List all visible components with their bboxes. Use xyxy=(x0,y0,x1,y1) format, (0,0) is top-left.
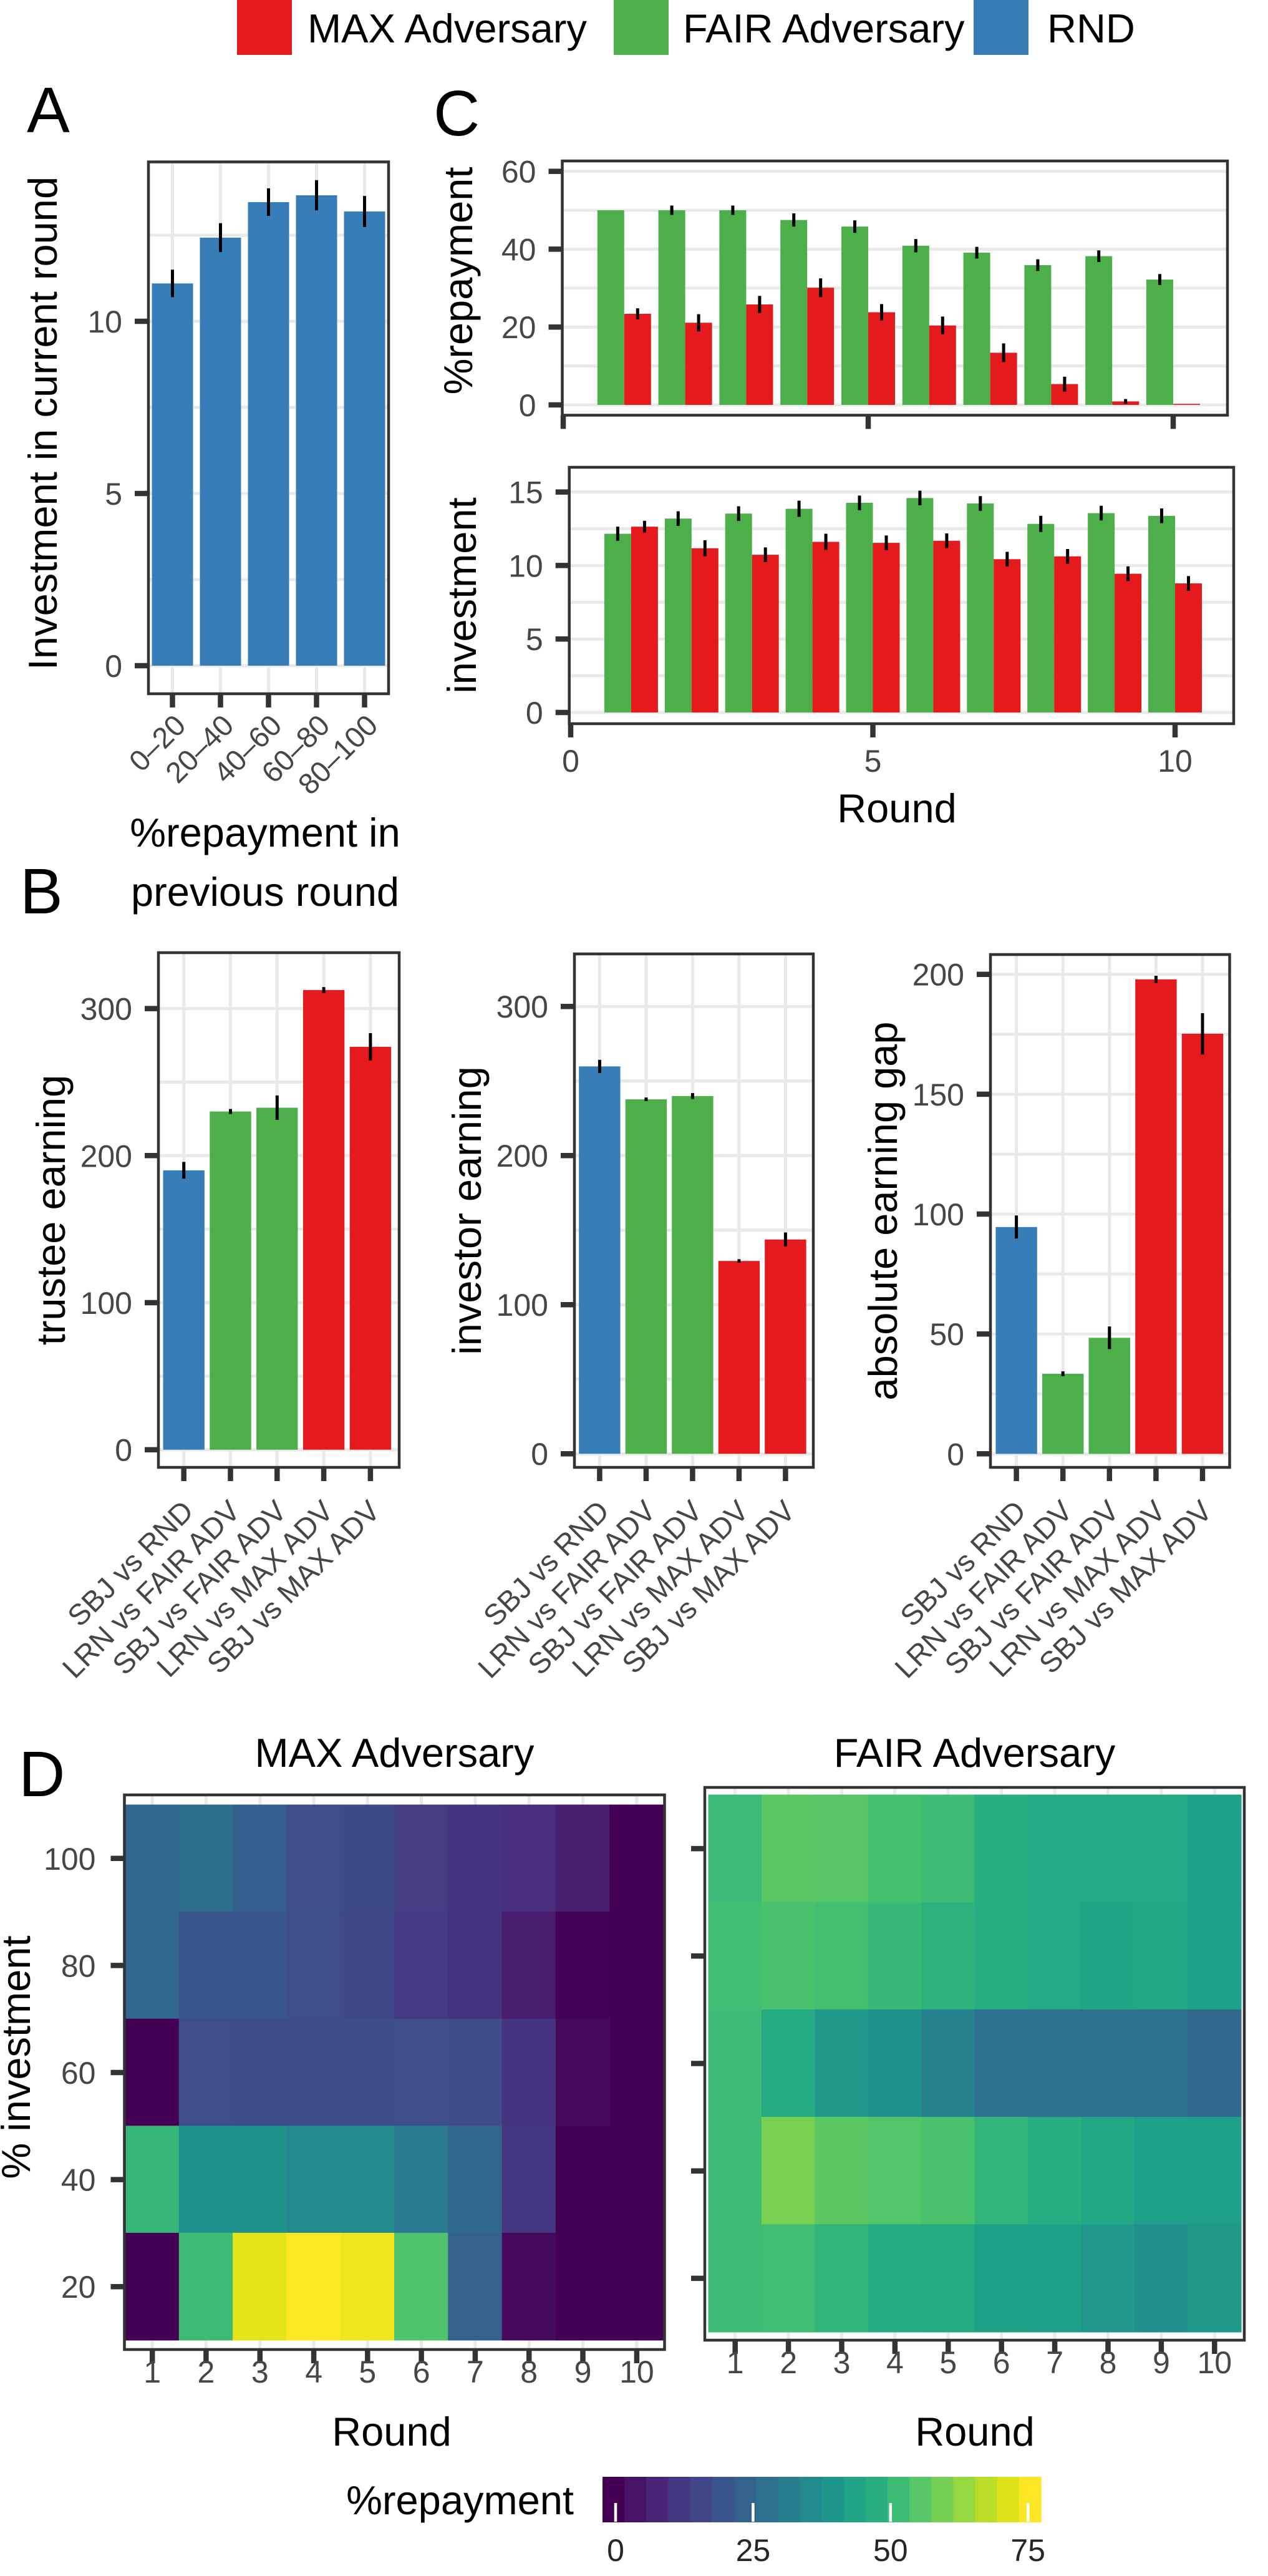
svg-text:%repayment: %repayment xyxy=(346,2477,574,2523)
svg-text:MAX Adversary: MAX Adversary xyxy=(255,1730,535,1776)
svg-text:trustee earning: trustee earning xyxy=(28,1075,74,1346)
svg-text:0: 0 xyxy=(519,388,536,423)
svg-text:4: 4 xyxy=(886,2345,904,2380)
svg-text:8: 8 xyxy=(520,2355,538,2389)
svg-text:10: 10 xyxy=(87,304,122,339)
svg-text:0: 0 xyxy=(607,2533,624,2568)
svg-text:4: 4 xyxy=(305,2355,322,2389)
svg-text:% investment: % investment xyxy=(0,1935,39,2179)
svg-text:B: B xyxy=(20,855,63,927)
svg-text:0: 0 xyxy=(105,649,122,684)
svg-text:100: 100 xyxy=(80,1286,132,1321)
svg-text:75: 75 xyxy=(1010,2533,1045,2568)
svg-text:0: 0 xyxy=(526,696,543,731)
svg-text:10: 10 xyxy=(619,2355,654,2389)
svg-text:5: 5 xyxy=(526,622,543,657)
svg-text:previous round: previous round xyxy=(131,869,399,915)
svg-text:10: 10 xyxy=(508,548,543,583)
svg-text:6: 6 xyxy=(993,2345,1010,2380)
svg-text:C: C xyxy=(433,77,480,149)
svg-text:A: A xyxy=(27,74,70,146)
svg-text:200: 200 xyxy=(912,958,964,993)
svg-text:7: 7 xyxy=(1046,2345,1063,2380)
svg-text:absolute earning gap: absolute earning gap xyxy=(860,1021,906,1400)
svg-text:25: 25 xyxy=(736,2533,771,2568)
svg-text:%repayment in: %repayment in xyxy=(130,810,400,855)
svg-text:60: 60 xyxy=(501,155,536,190)
svg-text:Round: Round xyxy=(915,2409,1035,2454)
svg-text:3: 3 xyxy=(833,2345,851,2380)
svg-text:8: 8 xyxy=(1100,2345,1117,2380)
svg-text:MAX Adversary: MAX Adversary xyxy=(307,6,587,51)
svg-text:5: 5 xyxy=(864,744,882,779)
svg-text:300: 300 xyxy=(80,992,132,1027)
svg-text:5: 5 xyxy=(939,2345,957,2380)
svg-text:100: 100 xyxy=(44,1842,95,1877)
svg-text:%repayment: %repayment xyxy=(435,167,481,395)
svg-text:100: 100 xyxy=(912,1197,964,1232)
svg-text:investment: investment xyxy=(439,497,485,693)
svg-text:5: 5 xyxy=(359,2355,376,2389)
svg-text:0: 0 xyxy=(115,1433,132,1468)
svg-text:80: 80 xyxy=(61,1948,96,1983)
svg-text:1: 1 xyxy=(143,2355,161,2389)
svg-text:10: 10 xyxy=(1197,2345,1232,2380)
svg-text:20: 20 xyxy=(501,310,536,345)
svg-text:200: 200 xyxy=(80,1139,132,1174)
svg-text:7: 7 xyxy=(467,2355,484,2389)
svg-text:RND: RND xyxy=(1047,6,1135,51)
svg-text:300: 300 xyxy=(496,989,548,1024)
svg-text:5: 5 xyxy=(105,477,122,512)
svg-text:3: 3 xyxy=(251,2355,269,2389)
svg-text:60: 60 xyxy=(61,2056,96,2091)
svg-text:FAIR Adversary: FAIR Adversary xyxy=(834,1730,1116,1776)
svg-text:9: 9 xyxy=(574,2355,592,2389)
svg-text:100: 100 xyxy=(496,1288,548,1323)
svg-text:0: 0 xyxy=(562,744,579,779)
svg-text:15: 15 xyxy=(508,475,543,510)
svg-text:150: 150 xyxy=(912,1077,964,1112)
svg-text:50: 50 xyxy=(873,2533,908,2568)
svg-text:FAIR Adversary: FAIR Adversary xyxy=(683,6,965,51)
svg-text:10: 10 xyxy=(1158,744,1193,779)
svg-text:Round: Round xyxy=(837,785,957,831)
svg-text:200: 200 xyxy=(496,1139,548,1174)
svg-text:40: 40 xyxy=(61,2163,96,2198)
svg-text:50: 50 xyxy=(929,1317,964,1352)
svg-text:0: 0 xyxy=(947,1437,964,1472)
svg-text:Investment in current round: Investment in current round xyxy=(20,177,65,670)
svg-text:9: 9 xyxy=(1153,2345,1170,2380)
svg-text:6: 6 xyxy=(413,2355,430,2389)
svg-text:20: 20 xyxy=(61,2270,96,2305)
svg-text:D: D xyxy=(19,1738,65,1810)
svg-text:40: 40 xyxy=(501,232,536,267)
svg-text:Round: Round xyxy=(332,2409,452,2454)
svg-text:0: 0 xyxy=(531,1437,548,1472)
svg-text:2: 2 xyxy=(197,2355,215,2389)
svg-text:1: 1 xyxy=(727,2345,744,2380)
svg-text:investor earning: investor earning xyxy=(444,1066,490,1355)
svg-text:2: 2 xyxy=(780,2345,797,2380)
